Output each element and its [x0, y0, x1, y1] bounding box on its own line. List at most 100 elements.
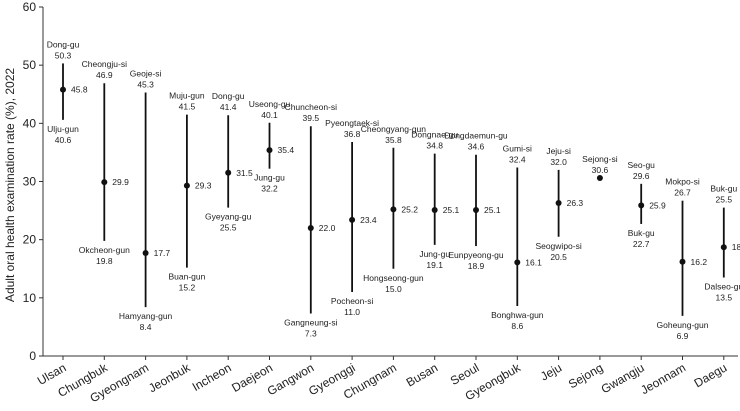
max-value-label: 40.1 [261, 110, 278, 120]
max-region-name: Seo-gu [627, 160, 655, 170]
min-value-label: 25.5 [220, 223, 237, 233]
max-value-label: 34.6 [468, 142, 485, 152]
max-region-name: Cheongyang-gun [361, 124, 426, 134]
min-value-label: 15.2 [179, 283, 196, 293]
y-axis-label: Adult oral health examination rate (%), … [3, 68, 17, 302]
average-dot [638, 202, 645, 209]
average-dot [555, 200, 562, 207]
average-value-label: 35.4 [278, 145, 295, 155]
min-value-label: 13.5 [716, 292, 733, 302]
min-value-label: 8.4 [140, 322, 152, 332]
max-value-label: 46.9 [96, 70, 113, 80]
min-region-name: Gangneung-si [284, 318, 338, 328]
min-value-label: 19.1 [426, 260, 443, 270]
max-value-label: 41.4 [220, 102, 237, 112]
min-region-name: Gyeyang-gu [205, 212, 252, 222]
max-region-name: Dong-gu [47, 39, 80, 49]
min-value-label: 22.7 [633, 239, 650, 249]
x-tick-label: Jeonbuk [146, 360, 193, 395]
x-tick-label: Jeju [538, 360, 564, 383]
chart-marks: Dong-gu50.3Ulju-gun40.645.8Cheongju-si46… [47, 39, 740, 340]
min-region-name: Jung-gu [419, 249, 450, 259]
average-value-label: 45.8 [71, 85, 88, 95]
x-tick-label: Gwangju [599, 360, 647, 396]
max-region-name: Buk-gu [710, 184, 737, 194]
average-dot [720, 244, 727, 251]
y-tick-label: 50 [23, 58, 37, 72]
max-region-name: Cheongju-si [82, 59, 127, 69]
y-tick-label: 60 [23, 0, 37, 14]
average-dot [142, 250, 149, 257]
average-dot [679, 258, 686, 265]
average-value-label: 18.7 [732, 242, 740, 252]
max-region-name: Gumi-si [503, 144, 532, 154]
max-value-label: 25.5 [716, 195, 733, 205]
min-region-name: Pocheon-si [331, 296, 374, 306]
average-dot [60, 86, 66, 93]
x-tick-label: Gangwon [265, 360, 316, 398]
average-dot [473, 207, 479, 214]
max-value-label: 39.5 [303, 113, 320, 123]
min-region-name: Jung-gu [254, 173, 285, 183]
min-value-label: 19.8 [96, 256, 113, 266]
max-region-name: Chuncheon-si [285, 102, 338, 112]
max-region-name: Dong-gu [212, 91, 245, 101]
max-region-name: Mokpo-si [665, 177, 700, 187]
average-dot [431, 207, 438, 214]
min-value-label: 18.9 [468, 261, 485, 271]
y-tick-label: 30 [23, 175, 37, 189]
average-value-label: 26.3 [567, 198, 584, 208]
max-value-label: 30.6 [592, 165, 609, 175]
max-value-label: 35.8 [385, 135, 402, 145]
min-region-name: Hongseong-gun [363, 273, 424, 283]
min-region-name: Okcheon-gun [79, 245, 130, 255]
average-value-label: 25.1 [443, 205, 460, 215]
min-value-label: 11.0 [344, 307, 360, 317]
x-tick-label: Busan [404, 360, 440, 389]
min-value-label: 7.3 [305, 329, 317, 339]
average-value-label: 25.9 [649, 200, 666, 210]
min-region-name: Buan-gun [168, 272, 205, 282]
y-tick-label: 0 [29, 349, 36, 363]
average-value-label: 16.1 [525, 257, 542, 267]
min-region-name: Buk-gu [628, 228, 655, 238]
max-value-label: 32.0 [550, 157, 567, 167]
min-region-name: Eunpyeong-gu [448, 250, 504, 260]
min-value-label: 40.6 [55, 135, 72, 145]
min-region-name: Seogwipo-si [535, 241, 581, 251]
x-tick-label: Daegu [692, 360, 730, 390]
min-region-name: Dalseo-gu [704, 281, 740, 291]
max-region-name: Dongnae-gu [411, 130, 458, 140]
min-value-label: 6.9 [677, 331, 689, 341]
average-value-label: 25.2 [401, 204, 418, 214]
min-value-label: 15.0 [385, 284, 402, 294]
y-tick-label: 10 [23, 291, 37, 305]
average-value-label: 31.5 [236, 168, 253, 178]
average-value-label: 29.9 [112, 177, 129, 187]
max-value-label: 32.4 [509, 155, 526, 165]
x-tick-label: Incheon [190, 360, 234, 393]
min-value-label: 20.5 [550, 252, 567, 262]
average-value-label: 25.1 [484, 205, 501, 215]
max-region-name: Geoje-si [130, 69, 162, 79]
y-tick-label: 20 [23, 233, 37, 247]
max-value-label: 45.3 [137, 80, 154, 90]
average-value-label: 23.4 [360, 215, 377, 225]
max-value-label: 36.8 [344, 129, 361, 139]
max-region-name: Useong-gu [249, 99, 291, 109]
min-region-name: Hamyang-gun [119, 311, 173, 321]
average-dot [101, 179, 108, 186]
average-dot [390, 206, 397, 213]
average-dot [514, 259, 521, 266]
average-dot [596, 175, 603, 182]
max-region-name: Dongdaemun-gu [444, 131, 508, 141]
axes: 0102030405060UlsanChungbukGyeongnamJeonb… [23, 0, 738, 405]
min-region-name: Bonghwa-gun [491, 310, 544, 320]
min-value-label: 32.2 [261, 184, 278, 194]
max-value-label: 41.5 [179, 102, 196, 112]
max-region-name: Muju-gun [169, 91, 205, 101]
max-value-label: 26.7 [674, 188, 691, 198]
average-dot [225, 169, 232, 176]
max-region-name: Pyeongtaek-si [325, 118, 379, 128]
y-tick-label: 40 [23, 116, 37, 130]
